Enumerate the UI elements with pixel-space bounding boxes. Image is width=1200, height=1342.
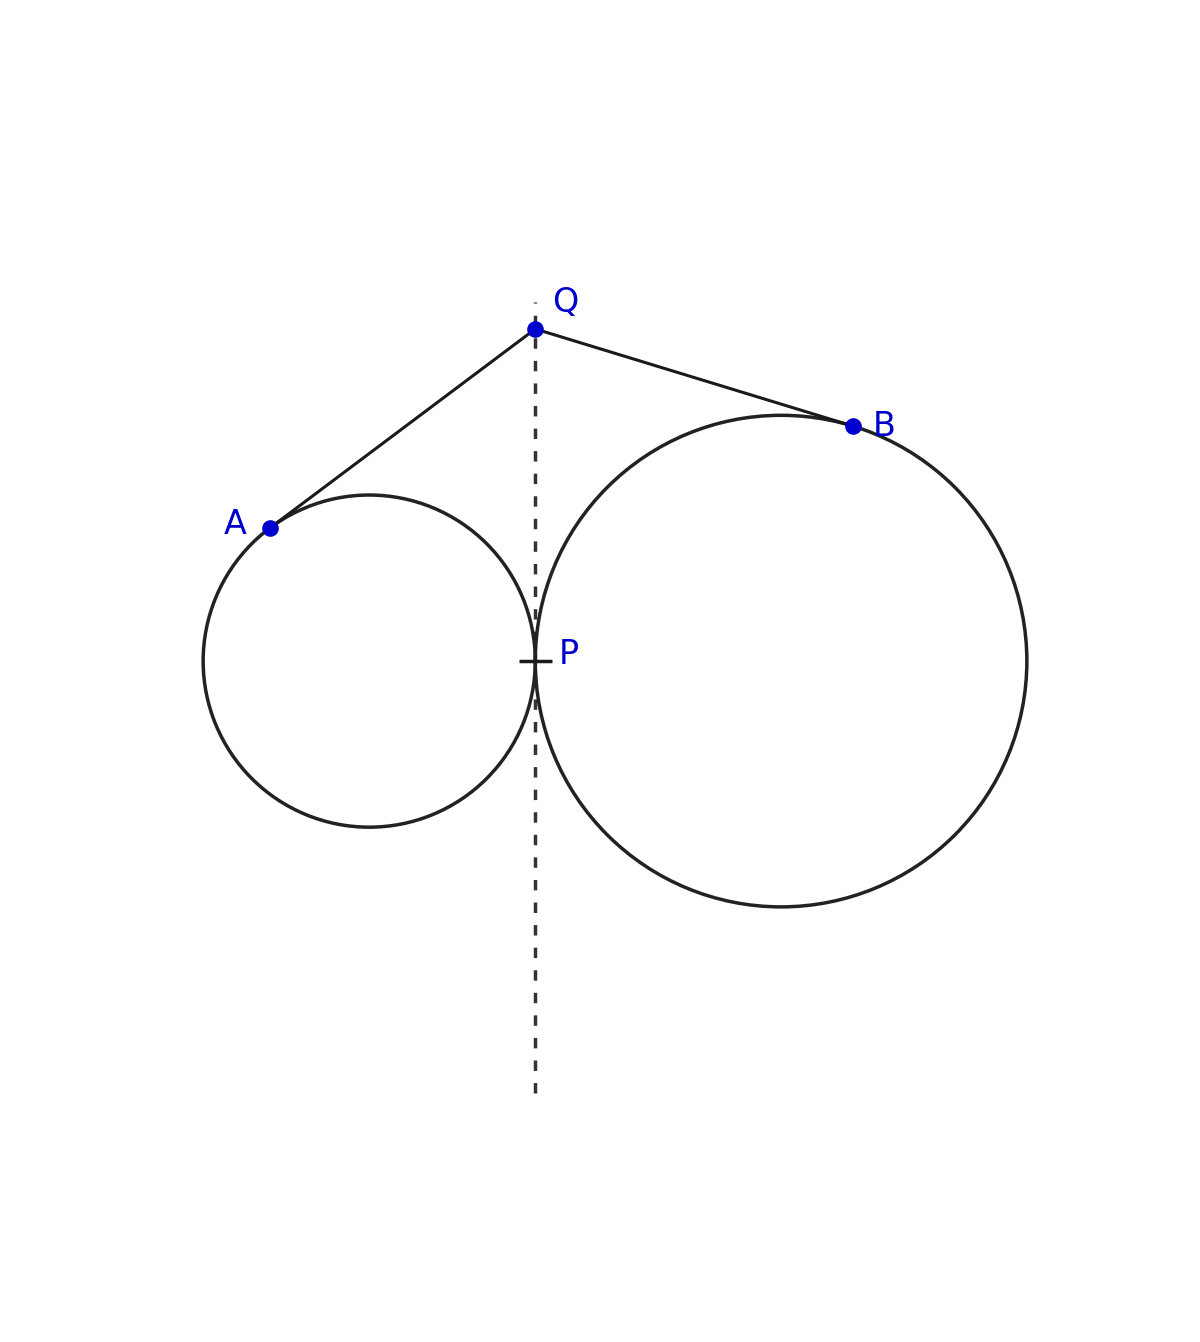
Text: P: P — [558, 637, 578, 671]
Text: B: B — [872, 409, 895, 443]
Point — [260, 518, 280, 539]
Point — [844, 415, 863, 436]
Text: A: A — [223, 509, 246, 541]
Point — [526, 318, 545, 340]
Text: Q: Q — [552, 286, 578, 319]
